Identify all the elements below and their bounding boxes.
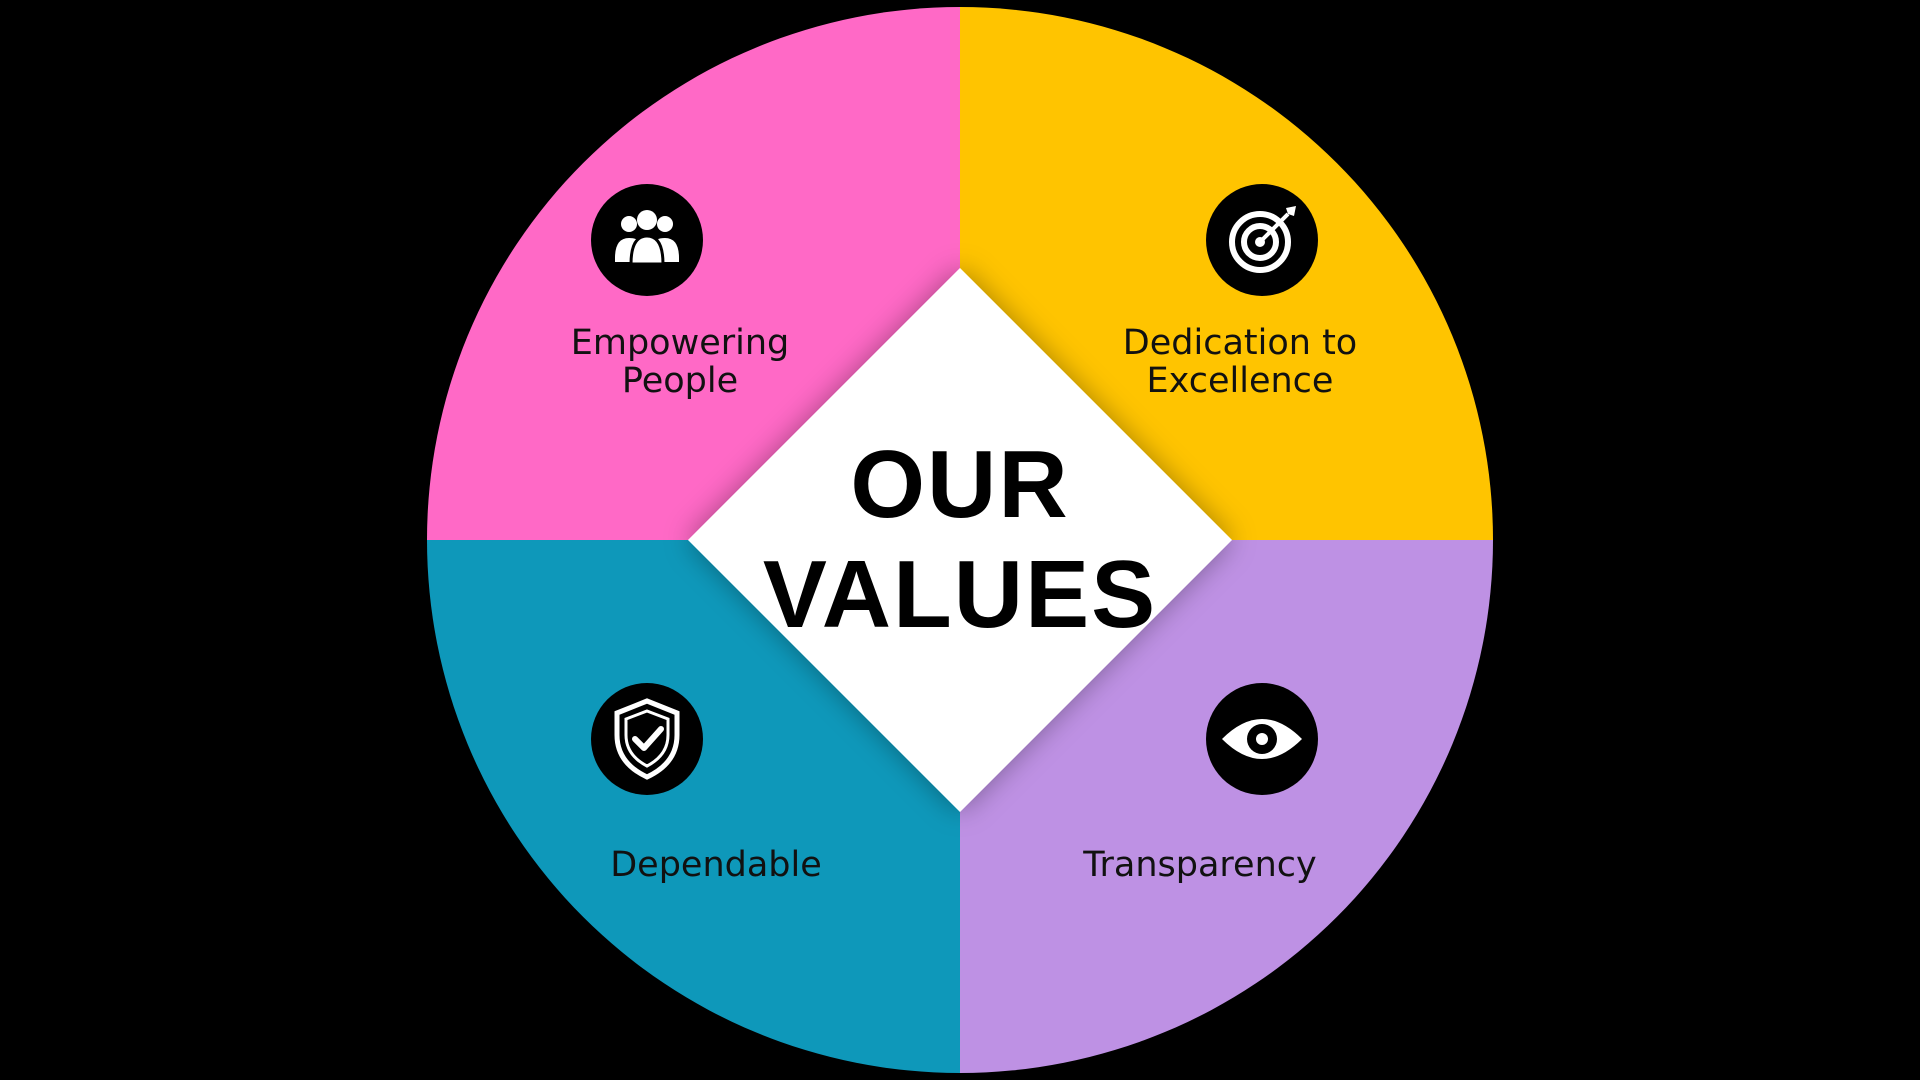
center-title: OUR VALUES	[760, 430, 1160, 650]
shield-check-icon	[591, 683, 703, 795]
label-transparency: Transparency	[1070, 846, 1330, 884]
people-group-icon	[591, 184, 703, 296]
label-line: Empowering	[570, 323, 790, 363]
eye-icon	[1206, 683, 1318, 795]
label-line: Excellence	[1146, 361, 1334, 401]
label-line: Dedication to	[1122, 323, 1358, 363]
label-dependable: Dependable	[596, 846, 836, 884]
label-line: Transparency	[1083, 845, 1317, 885]
label-line: Dependable	[610, 845, 822, 885]
label-line: People	[621, 361, 739, 401]
target-arrow-icon	[1206, 184, 1318, 296]
title-line-2: VALUES	[762, 541, 1158, 648]
label-empowering-people: Empowering People	[560, 324, 800, 400]
label-dedication-to-excellence: Dedication to Excellence	[1100, 324, 1380, 400]
title-line-1: OUR	[850, 431, 1070, 538]
center-diamond	[688, 268, 1232, 812]
